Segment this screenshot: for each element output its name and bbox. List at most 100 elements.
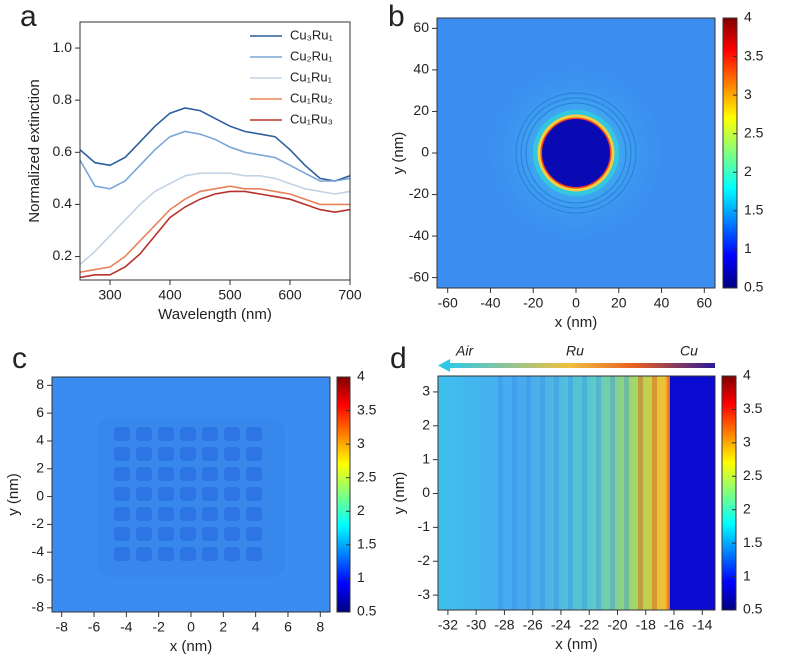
heatmap-blob <box>224 507 240 521</box>
heatmap-blob <box>114 447 130 461</box>
plot-area <box>52 377 330 612</box>
y-tick-label: -3 <box>418 586 431 602</box>
heatmap-ring <box>515 92 637 214</box>
x-axis-label: x (nm) <box>170 638 213 655</box>
y-tick-label: -1 <box>418 518 431 534</box>
panel-1: b 0.5 1 1.5 2 2.5 3 3.5 4 -60 -40 -20 0 20 40 60 -60 -40 -… <box>388 0 764 331</box>
x-tick-label: 0 <box>572 295 580 311</box>
colorbar-tick-label: 2.5 <box>357 468 377 484</box>
panel-label: b <box>388 0 405 33</box>
x-tick-label: -16 <box>664 617 684 633</box>
heatmap-blob <box>224 427 240 441</box>
heatmap-stripe <box>582 376 587 610</box>
y-tick-label: 6 <box>36 404 44 420</box>
heatmap-ring <box>520 97 632 209</box>
y-tick-label: 0 <box>36 487 44 503</box>
colorbar-tick-label: 0.5 <box>357 603 377 619</box>
heatmap-blob <box>180 447 196 461</box>
colorbar-tick-label: 2 <box>743 500 751 516</box>
heatmap-blob <box>158 547 174 561</box>
heatmap-blob <box>114 527 130 541</box>
y-tick-label: 20 <box>413 102 429 118</box>
heatmap-blob <box>224 467 240 481</box>
annotation: Ru <box>566 343 584 359</box>
heatmap-blob <box>114 487 130 501</box>
heatmap-blob <box>158 507 174 521</box>
y-tick-label: -2 <box>418 552 431 568</box>
y-tick-label: 60 <box>413 19 429 35</box>
x-tick-label: 0 <box>187 619 195 635</box>
heatmap-blob <box>136 447 152 461</box>
x-tick-label: -20 <box>523 295 543 311</box>
panel-2: c 0.5 1 1.5 2 2.5 3 3.5 4 -8 -6 -4 -2 0 2 4 6 8 -8 -6 -4 -2 0 2… <box>5 342 377 655</box>
x-tick-label: 500 <box>218 287 242 303</box>
heatmap-blob <box>114 547 130 561</box>
colorbar-tick-label: 3.5 <box>744 47 764 63</box>
x-tick-label: -2 <box>152 619 165 635</box>
heatmap-blob <box>114 427 130 441</box>
x-tick-label: -22 <box>579 617 599 633</box>
x-tick-label: 40 <box>654 295 670 311</box>
plot-frame <box>79 21 351 281</box>
heatmap-blob <box>202 487 218 501</box>
heatmap-stripe <box>526 376 531 610</box>
y-tick-label: 0.6 <box>53 143 73 159</box>
heatmap-blob <box>180 527 196 541</box>
annotation: Cu <box>680 343 698 359</box>
x-tick-label: 300 <box>98 287 122 303</box>
heatmap-blob <box>246 527 262 541</box>
heatmap-blob <box>136 547 152 561</box>
heatmap-ring <box>525 102 627 204</box>
x-axis-label: x (nm) <box>555 636 598 653</box>
heatmap-blob <box>202 427 218 441</box>
annotation: Air <box>455 343 474 359</box>
legend-entry: Cu₃Ru₁ <box>290 27 334 42</box>
legend-entry: Cu₁Ru₁ <box>290 69 333 84</box>
heatmap-blob <box>246 487 262 501</box>
heatmap-blob <box>180 487 196 501</box>
x-tick-label: -60 <box>438 295 458 311</box>
heatmap-stripe <box>652 376 657 610</box>
colorbar-tick-label: 1 <box>357 569 365 585</box>
colorbar-tick-label: 2 <box>744 163 752 179</box>
panel-label: c <box>12 342 27 375</box>
heatmap-blob <box>246 447 262 461</box>
heatmap-blob <box>136 527 152 541</box>
y-tick-label: 1 <box>422 450 430 466</box>
heatmap-blob <box>246 547 262 561</box>
colorbar <box>721 375 737 611</box>
heatmap-blob <box>180 547 196 561</box>
y-tick-label: -20 <box>409 185 429 201</box>
heatmap-blob <box>202 467 218 481</box>
heatmap-stripe <box>512 376 517 610</box>
panel-label: d <box>390 342 407 375</box>
line-series <box>80 190 350 279</box>
y-tick-label: 0.4 <box>53 195 73 211</box>
y-tick-label: 2 <box>422 416 430 432</box>
x-tick-label: -32 <box>438 617 458 633</box>
heatmap-blob <box>158 427 174 441</box>
colorbar <box>722 17 738 289</box>
heatmap-blob <box>158 487 174 501</box>
y-tick-label: -4 <box>32 543 45 559</box>
heatmap-field <box>438 376 715 610</box>
y-axis-label: Normalized extinction <box>26 79 43 222</box>
legend-entry: Cu₂Ru₁ <box>290 48 333 63</box>
y-tick-label: -2 <box>32 515 45 531</box>
colorbar-tick-label: 0.5 <box>743 601 763 617</box>
heatmap-blob <box>136 487 152 501</box>
x-axis-label: Wavelength (nm) <box>158 306 272 323</box>
panel-3: d Air Ru Cu0.511.522.533.54-32 -30 -28 -26 -24-… <box>390 342 763 653</box>
heatmap-blob <box>202 547 218 561</box>
x-tick-label: 2 <box>219 619 227 635</box>
y-tick-label: 0.2 <box>53 247 73 263</box>
heatmap-core <box>542 119 610 187</box>
colorbar-tick-label: 2.5 <box>743 467 763 483</box>
heatmap-stripe <box>638 376 643 610</box>
y-axis-label: y (nm) <box>5 473 22 516</box>
colorbar-tick-label: 2.5 <box>744 124 764 140</box>
colorbar-tick-label: 0.5 <box>744 279 764 295</box>
heatmap-blob <box>224 447 240 461</box>
y-tick-label: 8 <box>36 376 44 392</box>
